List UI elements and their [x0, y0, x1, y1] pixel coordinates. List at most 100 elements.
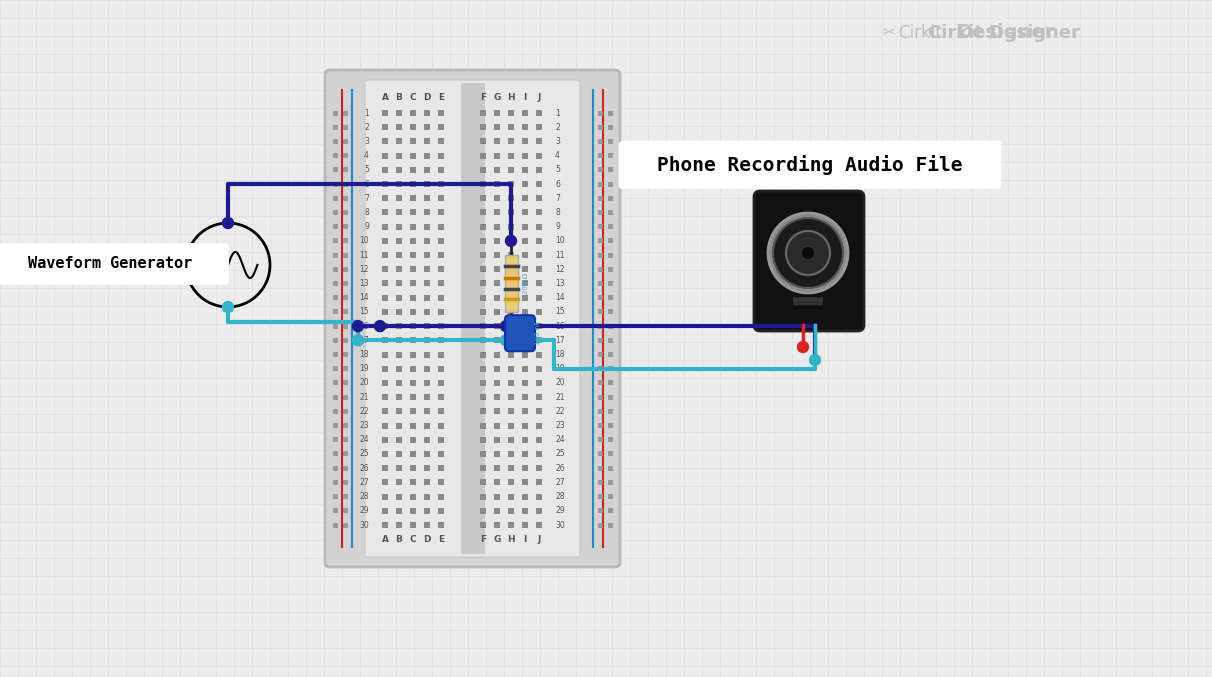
Bar	[343, 409, 348, 414]
Bar	[332, 324, 337, 328]
Bar	[343, 181, 348, 187]
Circle shape	[223, 217, 234, 229]
Bar	[410, 223, 416, 230]
Text: 10: 10	[360, 236, 368, 245]
Bar	[536, 209, 542, 215]
Bar	[522, 238, 528, 244]
Bar	[424, 266, 430, 272]
Bar	[607, 466, 612, 471]
Text: 19: 19	[555, 364, 565, 373]
Bar	[480, 408, 486, 414]
Bar	[494, 181, 501, 187]
Text: D: D	[423, 536, 430, 544]
Bar	[494, 351, 501, 357]
Bar	[598, 110, 602, 116]
Bar	[410, 152, 416, 158]
Bar	[410, 280, 416, 286]
Bar	[382, 508, 388, 514]
Bar	[494, 223, 501, 230]
Bar	[396, 294, 402, 301]
Bar	[480, 181, 486, 187]
Bar	[410, 195, 416, 201]
Bar	[494, 522, 501, 528]
Text: A: A	[382, 536, 389, 544]
Bar	[536, 110, 542, 116]
Circle shape	[353, 321, 364, 332]
Bar	[396, 465, 402, 471]
Circle shape	[353, 335, 364, 346]
Bar	[382, 167, 388, 173]
Bar	[332, 238, 337, 243]
Bar	[396, 152, 402, 158]
Bar	[522, 408, 528, 414]
Bar	[410, 437, 416, 443]
Bar	[424, 124, 430, 130]
Bar	[607, 494, 612, 499]
Bar	[410, 167, 416, 173]
Bar	[598, 139, 602, 144]
Bar	[396, 138, 402, 144]
Bar	[522, 280, 528, 286]
Bar	[522, 380, 528, 386]
Bar	[410, 422, 416, 429]
Text: 15: 15	[360, 307, 368, 316]
Bar	[438, 337, 444, 343]
Bar	[494, 323, 501, 329]
Bar	[607, 366, 612, 371]
Bar	[382, 522, 388, 528]
Bar	[424, 508, 430, 514]
Text: Phone Recording Audio File: Phone Recording Audio File	[657, 155, 962, 175]
Bar	[480, 479, 486, 485]
FancyBboxPatch shape	[365, 80, 581, 557]
Bar	[536, 223, 542, 230]
Bar	[424, 252, 430, 258]
Bar	[382, 337, 388, 343]
Bar	[396, 494, 402, 500]
Bar	[480, 323, 486, 329]
Text: 22: 22	[360, 407, 368, 416]
Bar	[793, 297, 823, 305]
Bar	[438, 508, 444, 514]
Circle shape	[799, 343, 807, 351]
Bar	[494, 209, 501, 215]
Bar	[410, 494, 416, 500]
Text: D: D	[423, 93, 430, 102]
Bar	[522, 266, 528, 272]
Bar	[332, 395, 337, 399]
Bar	[410, 181, 416, 187]
Bar	[522, 465, 528, 471]
Bar	[480, 437, 486, 443]
Bar	[536, 252, 542, 258]
Text: 26: 26	[360, 464, 368, 473]
Bar	[536, 138, 542, 144]
Bar	[494, 366, 501, 372]
Bar	[508, 209, 514, 215]
Bar	[410, 479, 416, 485]
Text: 30: 30	[359, 521, 368, 529]
Bar	[332, 196, 337, 201]
Bar	[536, 366, 542, 372]
Bar	[438, 124, 444, 130]
Bar	[424, 138, 430, 144]
Bar	[332, 380, 337, 385]
Bar	[343, 210, 348, 215]
Text: 14: 14	[555, 293, 565, 302]
Bar	[438, 323, 444, 329]
Bar	[438, 209, 444, 215]
Text: 11: 11	[360, 250, 368, 259]
Bar	[598, 238, 602, 243]
Bar	[332, 125, 337, 130]
Bar	[536, 238, 542, 244]
Bar	[438, 479, 444, 485]
Text: 2: 2	[555, 123, 560, 132]
Bar	[522, 167, 528, 173]
Bar	[508, 522, 514, 528]
Bar	[536, 451, 542, 457]
Bar	[424, 366, 430, 372]
Bar	[424, 152, 430, 158]
Bar	[438, 110, 444, 116]
Bar	[508, 309, 514, 315]
Bar	[522, 394, 528, 400]
Bar	[410, 252, 416, 258]
Bar	[332, 153, 337, 158]
